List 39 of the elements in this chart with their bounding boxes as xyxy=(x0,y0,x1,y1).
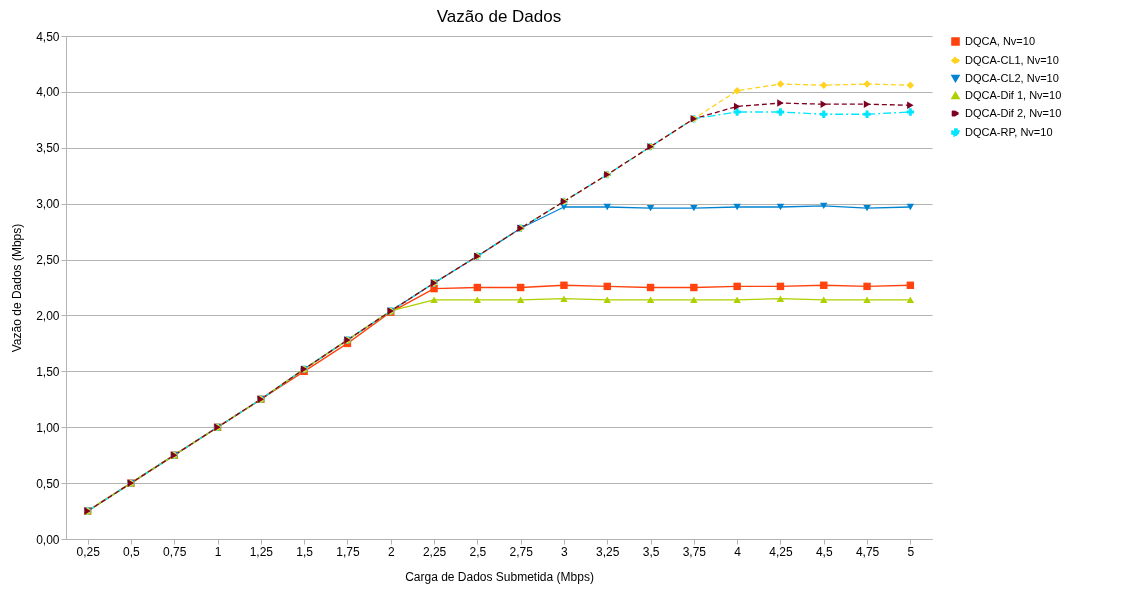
x-tick-label: 2,5 xyxy=(469,544,487,559)
x-tick-label: 2,25 xyxy=(422,544,447,559)
x-axis-title: Carga de Dados Submetida (Mbps) xyxy=(405,569,594,584)
y-tick-label: 2,00 xyxy=(36,308,60,323)
x-tick-label: 2 xyxy=(387,544,395,559)
x-tick-label: 0,5 xyxy=(123,544,141,559)
x-tick-label: 3,75 xyxy=(682,544,707,559)
y-tick-label: 2,50 xyxy=(36,253,60,268)
x-tick-label: 4,5 xyxy=(815,544,833,559)
x-tick-label: 4,75 xyxy=(855,544,880,559)
x-tick-label: 1 xyxy=(214,544,222,559)
y-tick-label: 1,50 xyxy=(36,364,60,379)
x-tick-label: 2,75 xyxy=(509,544,534,559)
y-axis-title: Vazão de Dados (Mbps) xyxy=(10,223,25,353)
x-tick-label: 4 xyxy=(734,544,742,559)
y-tick-label: 0,50 xyxy=(36,476,60,491)
legend-label: DQCA-Dif 2, Nv=10 xyxy=(965,106,1062,119)
x-tick-label: 3,25 xyxy=(596,544,620,559)
y-tick-label: 4,50 xyxy=(36,29,60,44)
legend-label: DQCA, Nv=10 xyxy=(965,34,1035,47)
chart-title: Vazão de Dados xyxy=(436,7,562,26)
legend-label: DQCA-CL2, Nv=10 xyxy=(965,71,1059,84)
x-tick-label: 5 xyxy=(907,544,915,559)
y-tick-label: 3,50 xyxy=(36,141,60,156)
x-tick-label: 1,5 xyxy=(296,544,314,559)
x-tick-label: 3,5 xyxy=(642,544,660,559)
y-tick-label: 1,00 xyxy=(36,420,60,435)
y-tick-label: 0,00 xyxy=(36,532,60,547)
x-tick-label: 3 xyxy=(561,544,569,559)
x-tick-label: 1,75 xyxy=(336,544,360,559)
legend-label: DQCA-Dif 1, Nv=10 xyxy=(965,88,1062,101)
legend-label: DQCA-RP, Nv=10 xyxy=(965,125,1053,138)
y-tick-label: 4,00 xyxy=(36,85,60,100)
y-tick-label: 3,00 xyxy=(36,197,60,212)
x-tick-label: 4,25 xyxy=(769,544,793,559)
legend-label: DQCA-CL1, Nv=10 xyxy=(965,53,1059,66)
x-tick-label: 0,25 xyxy=(76,544,101,559)
x-tick-label: 0,75 xyxy=(163,544,187,559)
x-tick-label: 1,25 xyxy=(249,544,274,559)
